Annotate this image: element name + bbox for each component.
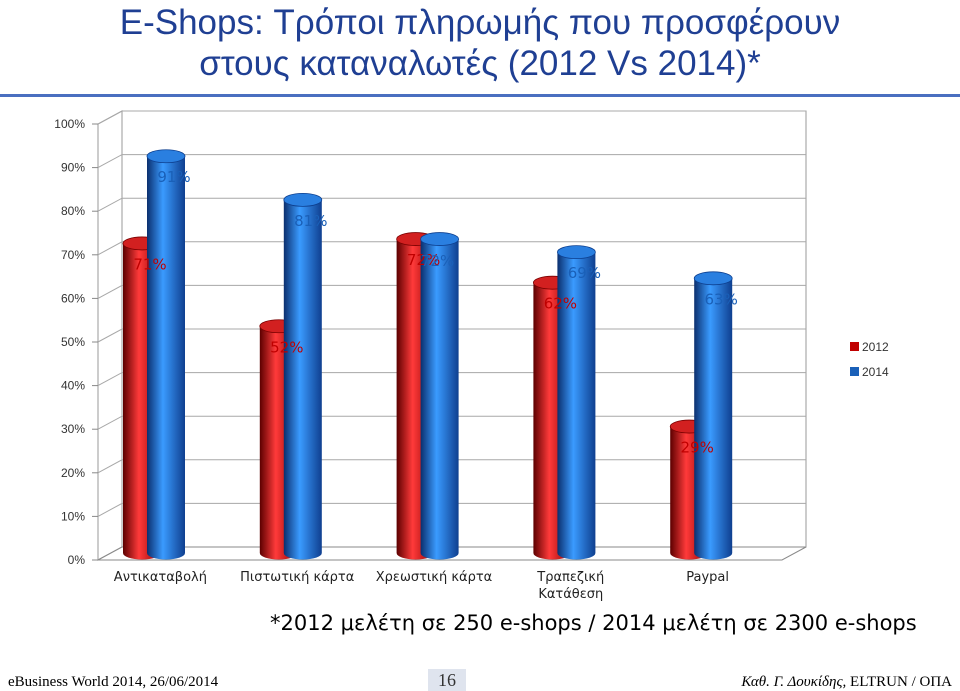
data-label: 72% bbox=[421, 252, 454, 270]
data-label: 91% bbox=[157, 168, 190, 186]
x-category-label: Αντικαταβολή bbox=[114, 570, 207, 585]
data-label: 72% bbox=[407, 251, 440, 269]
bar-2014-2 bbox=[420, 232, 460, 560]
footnote: *2012 μελέτη σε 250 e-shops / 2014 μελέτ… bbox=[270, 611, 917, 635]
bar-cap bbox=[693, 271, 733, 286]
data-label: 63% bbox=[705, 290, 738, 308]
slide-title: E-Shops: Τρόποι πληρωμής που προσφέρουν … bbox=[0, 2, 960, 84]
y-tick-label: 30% bbox=[61, 422, 85, 436]
x-category-label: Κατάθεση bbox=[538, 587, 603, 602]
bar-2014-0 bbox=[146, 149, 186, 560]
footer-author-org: ELTRUN / ΟΠΑ bbox=[846, 674, 952, 690]
title-divider bbox=[0, 94, 960, 97]
gridline bbox=[97, 154, 806, 169]
bar-2014-1 bbox=[283, 192, 323, 560]
legend-swatch bbox=[850, 367, 859, 376]
legend-label: 2014 bbox=[862, 365, 889, 379]
x-category-label: Τραπεζική bbox=[536, 570, 604, 585]
bar-cap bbox=[283, 192, 323, 207]
bar-body bbox=[420, 239, 459, 560]
y-tick-label: 60% bbox=[61, 291, 85, 305]
y-tick-label: 80% bbox=[61, 204, 85, 218]
slide-title-line-2: στους καταναλωτές (2012 Vs 2014)* bbox=[199, 44, 761, 83]
y-tick-label: 90% bbox=[61, 161, 85, 175]
legend-label: 2012 bbox=[862, 340, 889, 354]
gridline bbox=[97, 241, 806, 256]
footer-event: eBusiness World 2014, 26/06/2014 bbox=[8, 674, 219, 690]
data-label: 62% bbox=[544, 295, 577, 313]
page-number: 16 bbox=[428, 669, 466, 691]
y-tick-label: 100% bbox=[54, 117, 85, 131]
gridline bbox=[97, 110, 806, 125]
data-label: 52% bbox=[270, 338, 303, 356]
data-label: 81% bbox=[294, 212, 327, 230]
y-tick-label: 20% bbox=[61, 466, 85, 480]
y-tick-label: 0% bbox=[68, 553, 86, 567]
y-tick-label: 50% bbox=[61, 335, 85, 349]
y-tick-label: 70% bbox=[61, 248, 85, 262]
gridline bbox=[97, 197, 806, 212]
bar-cap bbox=[146, 149, 186, 164]
bar-2014-4 bbox=[693, 271, 733, 560]
bar-cap bbox=[557, 245, 596, 260]
footer-author-name: Καθ. Γ. Δουκίδης, bbox=[741, 674, 847, 690]
bar-body bbox=[694, 278, 733, 560]
bar-body bbox=[283, 199, 322, 560]
payment-methods-chart: 0% 10% 20% 30% 40% 50% 60% 70% 80% 90% 100% 71% 52% 7… bbox=[54, 110, 889, 602]
bar-body bbox=[557, 252, 596, 560]
legend-swatch bbox=[850, 342, 859, 351]
bar-body bbox=[147, 156, 185, 560]
footer-author: Καθ. Γ. Δουκίδης, ELTRUN / ΟΠΑ bbox=[741, 674, 952, 691]
data-label: 29% bbox=[681, 439, 714, 457]
x-category-label: Paypal bbox=[686, 570, 729, 585]
data-label: 71% bbox=[133, 255, 166, 273]
bar-2014-3 bbox=[557, 245, 596, 560]
slide-title-line-1: E-Shops: Τρόποι πληρωμής που προσφέρουν bbox=[119, 3, 841, 42]
x-category-label: Χρεωστική κάρτα bbox=[376, 570, 492, 585]
y-tick-label: 40% bbox=[61, 379, 85, 393]
y-tick-label: 10% bbox=[61, 509, 85, 523]
x-category-label: Πιστωτική κάρτα bbox=[240, 570, 354, 585]
bar-cap bbox=[420, 232, 460, 246]
data-label: 69% bbox=[568, 264, 601, 282]
